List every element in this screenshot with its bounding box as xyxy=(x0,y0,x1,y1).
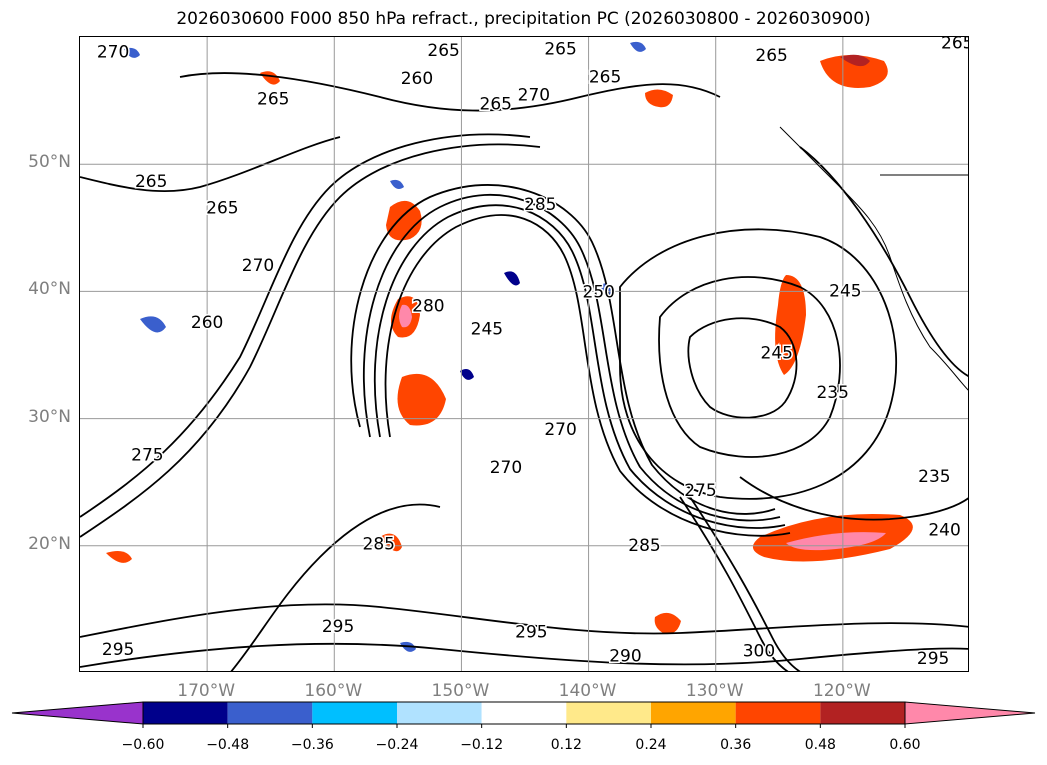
contour-label: 265 xyxy=(480,94,512,114)
contour-label: 295 xyxy=(322,617,354,637)
contour-label: 265 xyxy=(941,37,969,53)
colorbar-frame xyxy=(142,701,906,725)
colorbar-segment xyxy=(481,702,567,724)
contour-label: 285 xyxy=(363,535,395,555)
colorbar-tick-label: 0.12 xyxy=(550,737,582,753)
contour-label: 280 xyxy=(412,297,444,317)
precip-blob xyxy=(386,200,422,241)
colorbar-segment xyxy=(397,702,482,724)
contour-label: 235 xyxy=(918,467,950,487)
precip-blob xyxy=(775,275,806,375)
contour-label: 265 xyxy=(589,68,621,88)
colorbar-segment xyxy=(227,702,313,724)
precipitation-shading xyxy=(80,41,968,671)
precip-blob xyxy=(630,41,646,52)
precip-blob xyxy=(106,551,132,563)
contour-label: 265 xyxy=(206,199,238,219)
contour-label: 260 xyxy=(191,313,223,333)
contour-label: 290 xyxy=(609,646,641,666)
longitude-tick-label: 140°W xyxy=(558,681,617,701)
colorbar-segment xyxy=(143,702,228,724)
colorbar-tick-label: −0.24 xyxy=(375,737,419,753)
colorbar-tick-label: −0.12 xyxy=(460,737,504,753)
contour-label: 295 xyxy=(102,640,134,660)
contour-label: 265 xyxy=(257,89,289,109)
contour-label: 245 xyxy=(761,344,793,364)
longitude-tick-label: 160°W xyxy=(304,681,363,701)
contour-label-layer: 270 265 260 265 265 265 270 265 265 265 265 265 270 2… xyxy=(95,37,969,671)
contour-label: 265 xyxy=(427,41,459,61)
colorbar-tick-label: −0.60 xyxy=(121,737,165,753)
precip-blob xyxy=(820,55,888,88)
contour-label: 270 xyxy=(97,42,129,62)
longitude-tick-label: 170°W xyxy=(177,681,236,701)
colorbar-tick-label: 0.36 xyxy=(720,737,752,753)
precip-blob xyxy=(380,533,402,552)
precip-blob xyxy=(124,47,140,58)
map-canvas: 270 265 260 265 265 265 270 265 265 265 265 265 270 2… xyxy=(80,37,969,671)
latitude-tick-label: 30°N xyxy=(28,406,71,427)
coastline xyxy=(779,126,968,391)
precip-blob xyxy=(397,373,446,426)
contour-label: 265 xyxy=(544,40,576,60)
precip-blob xyxy=(654,612,681,634)
contour-label: 270 xyxy=(544,420,576,440)
graticule xyxy=(80,37,968,671)
colorbar-extend-min xyxy=(11,701,144,725)
precip-blob xyxy=(645,89,673,108)
contour-label: 295 xyxy=(917,649,949,669)
latitude-tick-label: 20°N xyxy=(28,533,71,554)
contour-label: 260 xyxy=(401,69,433,89)
chart-title: 2026030600 F000 850 hPa refract., precip… xyxy=(176,9,871,29)
contour-label: 240 xyxy=(928,521,960,541)
contour-label: 245 xyxy=(829,281,861,301)
contour-label: 235 xyxy=(816,383,848,403)
longitude-tick-label: 120°W xyxy=(812,681,871,701)
precip-blob xyxy=(460,369,474,380)
colorbar-tick-label: −0.36 xyxy=(290,737,334,753)
contour-label: 285 xyxy=(628,536,660,556)
contour-label: 250 xyxy=(583,283,615,303)
latitude-tick-label: 40°N xyxy=(28,279,71,300)
contour-label: 295 xyxy=(515,622,547,642)
colorbar-segment xyxy=(566,702,651,724)
colorbar xyxy=(11,701,1036,728)
colorbar-tick-label: 0.60 xyxy=(889,737,921,753)
contour-label: 270 xyxy=(490,458,522,478)
colorbar-segment xyxy=(312,702,397,724)
precip-blob xyxy=(140,316,166,333)
precip-blob xyxy=(390,179,404,189)
longitude-tick-label: 150°W xyxy=(431,681,490,701)
precip-blob xyxy=(504,271,520,286)
colorbar-segment xyxy=(820,702,905,724)
contour-label: 300 xyxy=(743,641,775,661)
contour-label: 270 xyxy=(518,86,550,106)
colorbar-segment xyxy=(651,702,736,724)
precip-blob xyxy=(399,304,412,328)
map-plot-area: 270 265 260 265 265 265 270 265 265 265 265 265 270 2… xyxy=(79,36,969,672)
contour-label: 265 xyxy=(755,46,787,66)
colorbar-tick-label: 0.48 xyxy=(804,737,836,753)
longitude-tick-label: 130°W xyxy=(685,681,744,701)
colorbar-segment xyxy=(735,702,821,724)
contour-label: 245 xyxy=(471,320,503,340)
contour-label: 265 xyxy=(135,172,167,192)
refractivity-contours xyxy=(80,72,968,671)
colorbar-tick-label: 0.24 xyxy=(635,737,667,753)
contour-label: 275 xyxy=(131,445,163,465)
latitude-tick-label: 50°N xyxy=(28,152,71,173)
colorbar-tick-label: −0.48 xyxy=(206,737,250,753)
contour-label: 285 xyxy=(524,195,556,215)
precip-blob xyxy=(260,71,280,85)
contour-label: 275 xyxy=(684,481,716,501)
precip-blob xyxy=(840,54,870,67)
contour-label: 270 xyxy=(242,256,274,276)
colorbar-extend-max xyxy=(904,701,1036,725)
